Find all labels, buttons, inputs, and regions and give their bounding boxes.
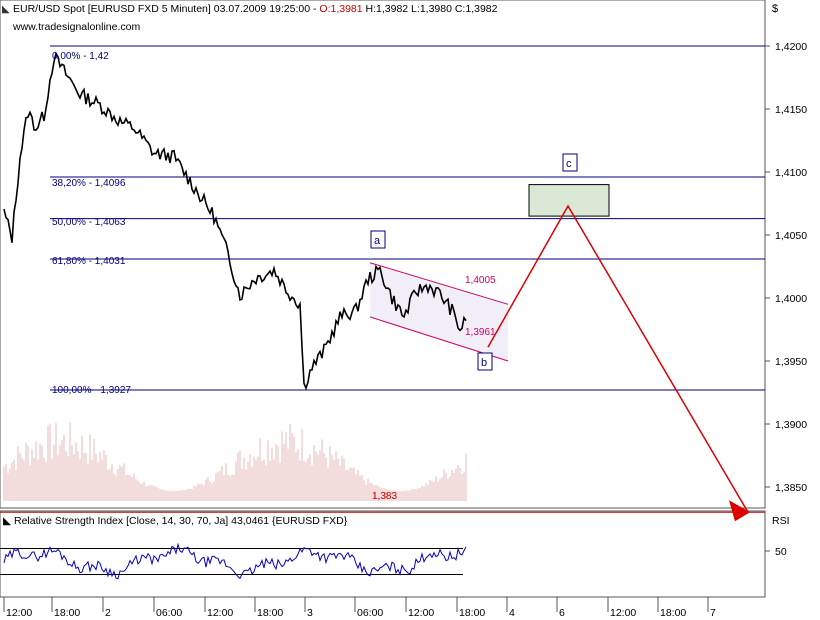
ohlc-values: H:1,3982 L:1,3980 C:1,3982	[363, 3, 498, 15]
rsi-line	[3, 542, 467, 580]
wave-a-label: a	[374, 235, 381, 247]
price-panel-frame	[0, 0, 766, 509]
time-tick-label: 6	[559, 607, 565, 619]
wave-b-label: b	[481, 357, 487, 369]
menu-arrow-icon[interactable]: ◣	[2, 4, 10, 15]
time-tick-label: 18:00	[54, 607, 80, 619]
forecast-line	[487, 204, 749, 513]
time-tick-label: 06:00	[156, 607, 182, 619]
fibonacci-levels	[0, 45, 765, 513]
fib-label-50: 50,00% - 1,4063	[52, 217, 126, 228]
price-tick-label: 1,4200	[775, 41, 807, 53]
time-tick-label: 12:00	[408, 607, 434, 619]
time-tick-label: 3	[307, 607, 313, 619]
time-tick-label: 18:00	[257, 607, 283, 619]
forecast-path	[487, 184, 750, 522]
website-label: www.tradesignalonline.com	[12, 21, 140, 33]
time-tick-label: 2	[105, 607, 111, 619]
time-tick-label: 18:00	[459, 607, 485, 619]
time-tick-label: 7	[710, 607, 716, 619]
fib-label-382: 38,20% - 1,4096	[52, 178, 126, 189]
channel-fill	[370, 262, 508, 361]
target-zone-box	[528, 184, 610, 217]
svg-text:EUR/USD Spot [EURUSD FXD 5 Mi: EUR/USD Spot [EURUSD FXD 5 Minuten] 03.0…	[13, 3, 498, 15]
price-series	[3, 51, 467, 391]
time-tick-label: 4	[509, 607, 515, 619]
time-tick-label: 12:00	[207, 607, 233, 619]
time-axis: 12:00 18:00 2 06:00 12:00 18:00 3 06:00 12:00 18:…	[3, 597, 716, 619]
price-tick-label: 1,3850	[775, 482, 807, 494]
svg-text:◣ Relative Strength Index [Clo: ◣ Relative Strength Index [Close, 14, 30…	[3, 515, 348, 527]
rsi-menu-icon[interactable]: ◣	[3, 515, 14, 527]
time-tick-label: 06:00	[357, 607, 383, 619]
fib-label-100: 100,00% - 1,3927	[52, 385, 131, 396]
rsi-series	[0, 542, 467, 580]
price-tick-label: 1,4100	[775, 167, 807, 179]
price-tick-label: 1,3900	[775, 419, 807, 431]
price-line	[3, 51, 467, 391]
wave-c-label: c	[566, 158, 572, 170]
ohlc-open: O:1,3981	[319, 3, 362, 15]
wave-a-box	[370, 230, 386, 249]
rsi-axis-title: RSI	[772, 515, 790, 527]
volume-bars	[3, 422, 467, 501]
channel-upper-label: 1,4005	[465, 275, 496, 286]
time-tick-label: 12:00	[610, 607, 636, 619]
price-tick-label: 1,4050	[775, 230, 807, 242]
price-tick-label: 1,4000	[775, 293, 807, 305]
price-axis: 1,4200 1,4150 1,4100 1,4050 1,4000 1,3950 1,39…	[765, 41, 807, 494]
fib-label-618: 61,80% - 1,4031	[52, 256, 126, 267]
channel-lower-label: 1,3961	[465, 327, 496, 338]
wave-c-box	[562, 153, 578, 172]
target-level-label: 1,383	[372, 491, 397, 502]
channel-upper-line	[369, 262, 509, 305]
price-tick-label: 1,4150	[775, 104, 807, 116]
currency-symbol: $	[772, 3, 778, 15]
price-tick-label: 1,3950	[775, 356, 807, 368]
rsi-tick-50: 50	[775, 546, 787, 558]
wave-b-box	[477, 352, 493, 371]
rsi-panel-frame	[0, 510, 766, 598]
chart-title: EUR/USD Spot [EURUSD FXD 5 Minuten] 03.0…	[13, 3, 319, 15]
fib-label-0: 0,00% - 1,42	[52, 51, 109, 62]
forecast-arrowhead	[729, 500, 750, 522]
rsi-label: Relative Strength Index [Close, 14, 30, …	[14, 515, 348, 527]
time-tick-label: 12:00	[6, 607, 32, 619]
time-tick-label: 18:00	[660, 607, 686, 619]
